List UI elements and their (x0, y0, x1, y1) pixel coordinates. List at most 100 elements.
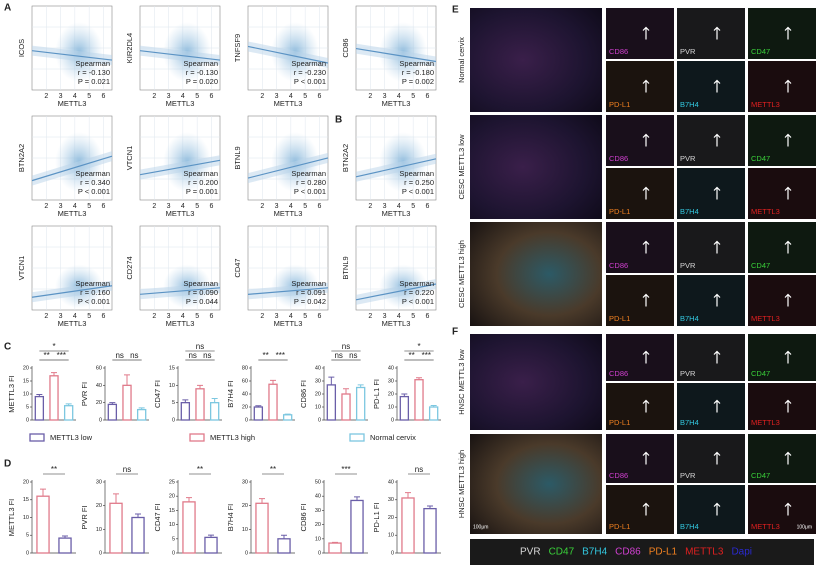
channel-name: PD-L1 (649, 547, 678, 558)
x-axis-label: METTL3 (58, 209, 87, 218)
channel-tile (677, 275, 745, 326)
channel-tile (748, 8, 816, 59)
arrow (784, 350, 792, 364)
channel-label: B7H4 (680, 100, 699, 109)
error-bar (182, 399, 189, 403)
x-tick-label: 2 (368, 313, 372, 320)
y-axis-label: BTNL9 (341, 256, 350, 279)
y-axis-label: VTCN1 (125, 146, 134, 171)
y-tick-label: 30 (388, 378, 394, 384)
channel-name: B7H4 (582, 547, 607, 558)
significance-label: ** (197, 465, 203, 474)
stat-r: r = 0.280 (296, 178, 326, 187)
stat-r: r = 0.220 (404, 288, 434, 297)
x-axis-label: METTL3 (274, 319, 303, 328)
error-bar (186, 497, 192, 502)
error-bar (354, 496, 360, 501)
significance-label: ns (188, 351, 196, 360)
channel-tint (606, 383, 674, 430)
channel-name: METTL3 (685, 547, 724, 558)
y-axis-label: BTN2A2 (17, 144, 26, 172)
error-bar (208, 534, 214, 538)
y-tick-label: 10 (315, 404, 321, 410)
error-bar (109, 402, 116, 405)
channel-tint (606, 222, 674, 273)
x-axis-label: METTL3 (274, 99, 303, 108)
x-tick-label: 3 (275, 203, 279, 210)
significance-label: ns (334, 351, 342, 360)
bar (195, 388, 205, 421)
x-tick-label: 4 (73, 93, 77, 100)
x-tick-label: 2 (260, 93, 264, 100)
channel-name: CD86 (615, 547, 641, 558)
channel-label: CD86 (609, 471, 628, 480)
x-tick-label: 6 (209, 313, 213, 320)
x-tick-label: 5 (411, 313, 415, 320)
channel-tile (606, 222, 674, 273)
panel-label: B (335, 115, 342, 126)
channel-legend-bar (470, 539, 814, 565)
arrow (784, 293, 792, 307)
y-tick-label: 20 (242, 404, 248, 410)
y-tick-label: 0 (318, 417, 321, 423)
tissue-image (470, 8, 602, 112)
legend-label: METTL3 low (50, 433, 93, 442)
x-tick-label: 2 (44, 313, 48, 320)
y-tick-label: 10 (315, 536, 321, 542)
arrow (713, 79, 721, 93)
arrow (784, 26, 792, 40)
x-axis-label: METTL3 (382, 319, 411, 328)
channel-label: CD47 (751, 47, 770, 56)
channel-tint (748, 485, 816, 534)
y-axis-label: VTCN1 (17, 256, 26, 281)
x-tick-label: 6 (317, 313, 321, 320)
x-tick-label: 4 (73, 313, 77, 320)
stat-r: r = -0.230 (294, 68, 326, 77)
y-tick-label: 40 (242, 391, 248, 397)
channel-label: PVR (680, 369, 696, 378)
channel-label: CD86 (609, 261, 628, 270)
y-tick-label: 40 (315, 365, 321, 371)
channel-label: PD-L1 (609, 522, 630, 531)
bar (49, 375, 59, 421)
channel-tile (748, 334, 816, 381)
x-axis-label: METTL3 (274, 209, 303, 218)
x-tick-label: 6 (317, 203, 321, 210)
significance-label: *** (276, 351, 285, 360)
channel-label: CD47 (751, 154, 770, 163)
channel-name: Dapi (731, 547, 752, 558)
bar (414, 379, 424, 421)
regression-line (139, 287, 221, 295)
bar (255, 502, 269, 554)
y-tick-label: 5 (172, 400, 175, 406)
channel-tint (606, 61, 674, 112)
channel-tile (606, 115, 674, 166)
x-tick-label: 5 (195, 93, 199, 100)
y-tick-label: 10 (96, 527, 102, 533)
y-axis-label: BTNL9 (233, 146, 242, 169)
bar (282, 414, 293, 421)
x-tick-label: 3 (383, 93, 387, 100)
x-tick-label: 5 (195, 203, 199, 210)
bar (401, 497, 415, 554)
channel-tile (677, 115, 745, 166)
bar (109, 502, 123, 554)
stat-r: r = -0.130 (186, 68, 218, 77)
tissue-image (470, 434, 602, 534)
y-tick-label: 20 (96, 503, 102, 509)
y-tick-label: 0 (172, 417, 175, 423)
error-bar (255, 405, 262, 407)
y-tick-label: 20 (388, 391, 394, 397)
channel-tile (677, 434, 745, 483)
y-tick-label: 0 (26, 550, 29, 556)
row-label: HNSC METTL3 low (457, 349, 466, 415)
channel-tile (677, 222, 745, 273)
stat-method: Spearman (291, 169, 326, 178)
stat-p: P < 0.001 (78, 187, 110, 196)
panel-label: F (452, 327, 458, 338)
channel-tile (677, 485, 745, 534)
arrow (713, 399, 721, 413)
channel-tile (748, 168, 816, 219)
channel-tint (677, 168, 745, 219)
